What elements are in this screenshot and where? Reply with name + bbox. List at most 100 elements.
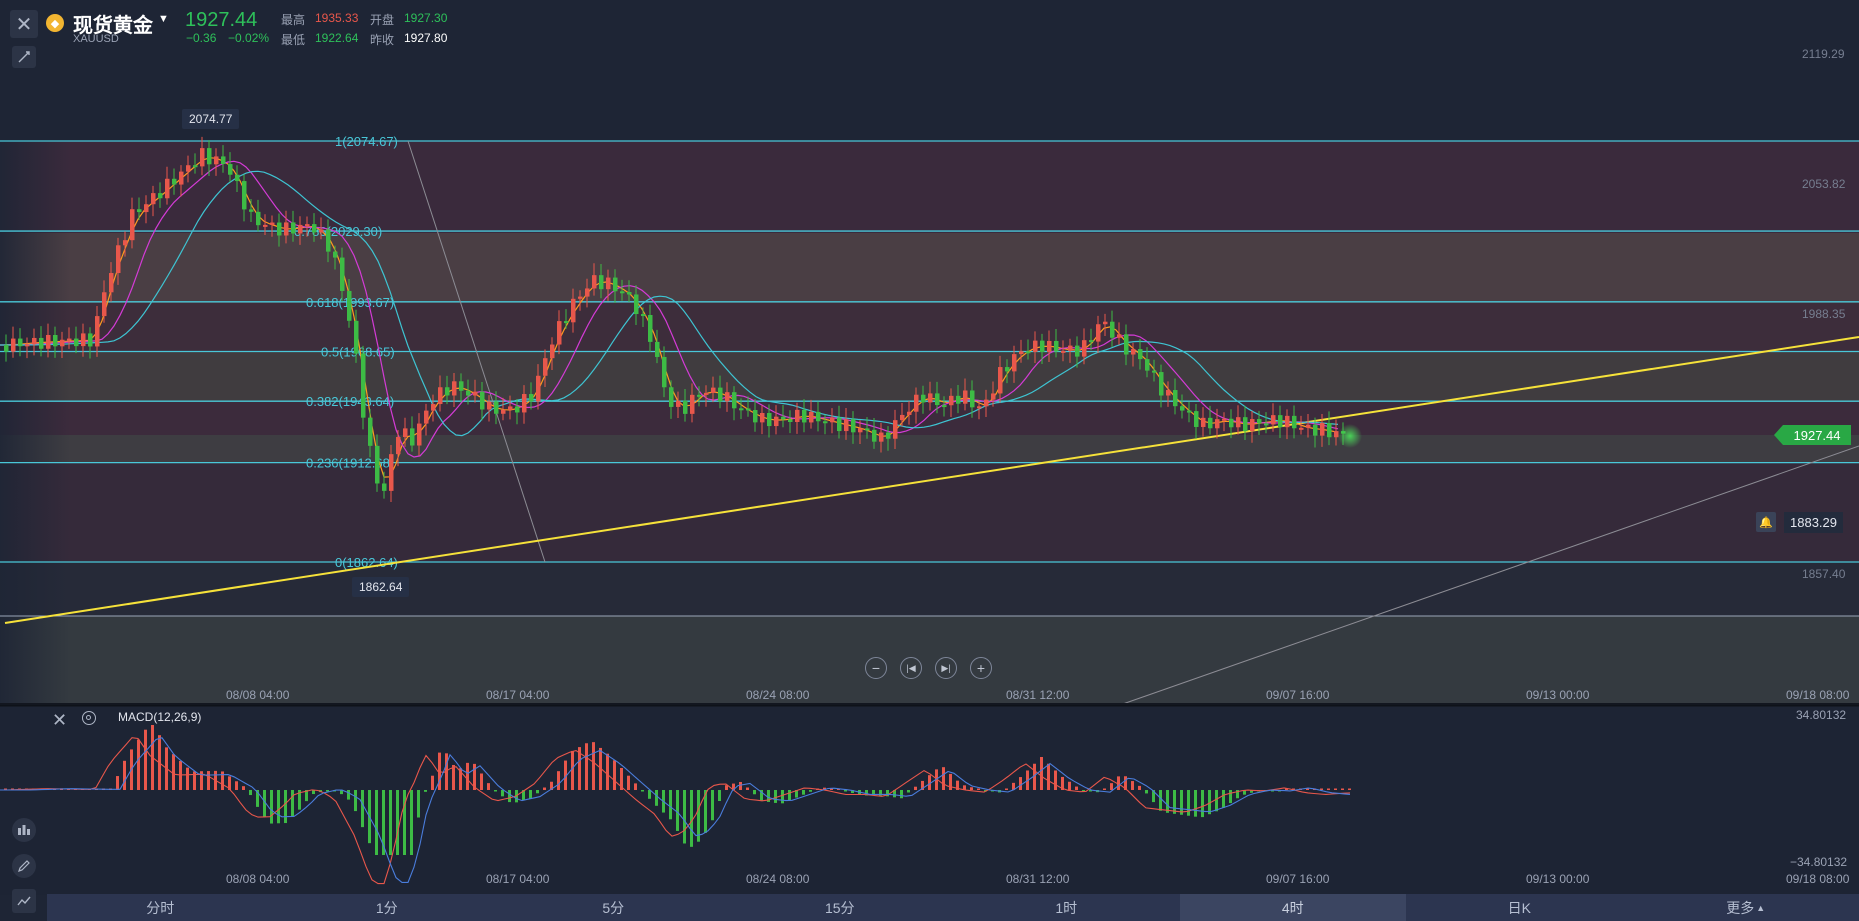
macd-bar (235, 781, 238, 790)
tab-1h[interactable]: 1时 (1055, 899, 1078, 916)
high-label: 最高 (281, 13, 306, 27)
macd-bar (403, 790, 406, 855)
tab-timeshare[interactable]: 分时 (146, 899, 175, 916)
candle-body (508, 406, 513, 410)
candle-body (529, 394, 534, 402)
close-icon[interactable]: ✕ (10, 10, 38, 38)
zoom-in-button[interactable]: + (970, 657, 992, 679)
candle-body (466, 390, 471, 396)
candle-body (669, 387, 674, 407)
skip-forward-button[interactable]: ▶| (935, 657, 957, 679)
candle-body (1257, 419, 1262, 424)
candle-body (1222, 418, 1227, 421)
caret-up-icon: ▲ (1756, 902, 1766, 913)
candle-body (704, 392, 709, 395)
macd-bar (1089, 790, 1092, 792)
candle-body (18, 338, 23, 347)
macd-bar (249, 790, 252, 796)
candle-body (1089, 340, 1094, 343)
macd-bar (228, 776, 231, 790)
settings-icon[interactable] (82, 711, 96, 725)
macd-bar (767, 790, 770, 802)
bell-icon[interactable]: 🔔 (1756, 512, 1776, 532)
candle-body (1334, 431, 1339, 438)
macd-bar (928, 775, 931, 790)
candle-body (410, 428, 415, 446)
draw-tool-icon[interactable] (12, 46, 36, 68)
macd-bar (809, 790, 812, 792)
macd-bar (963, 785, 966, 790)
fib-anchor-line (407, 140, 546, 563)
candle-body (347, 290, 352, 321)
tab-more[interactable]: 更多 ▲ (1633, 894, 1859, 921)
candle-body (60, 339, 65, 347)
candle-body (844, 419, 849, 432)
macd-bar (1054, 770, 1057, 790)
low-value: 1922.64 (315, 31, 359, 45)
candle-body (277, 222, 282, 236)
candle-body (935, 393, 940, 406)
candle-body (515, 406, 520, 413)
close-icon[interactable]: ✕ (52, 710, 68, 730)
skip-back-button[interactable]: |◀ (900, 657, 922, 679)
macd-bar (641, 790, 644, 792)
candlestick-chart[interactable]: 1(2074.67)0.786(2029.30)0.618(1993.67)0.… (0, 0, 1859, 705)
candle-body (284, 222, 289, 236)
candle-body (830, 417, 835, 423)
macd-bar (326, 790, 329, 792)
macd-bar (795, 790, 798, 798)
tab-daily[interactable]: 日K (1507, 899, 1531, 916)
macd-bar (1250, 790, 1253, 793)
candle-body (1292, 415, 1297, 429)
price-alert[interactable]: 🔔 1883.29 (1756, 511, 1856, 533)
macd-bar (543, 787, 546, 790)
tab-15min[interactable]: 15分 (824, 899, 855, 916)
indicator-icon[interactable] (12, 818, 36, 842)
macd-chart[interactable] (0, 705, 1859, 895)
tab-4h[interactable]: 4时 (1179, 894, 1406, 921)
symbol-name[interactable]: 现货黄金 (73, 15, 153, 37)
macd-bar (389, 790, 392, 855)
macd-bar (1236, 790, 1239, 799)
candle-body (914, 394, 919, 412)
macd-bar (1222, 790, 1225, 808)
macd-bar (487, 783, 490, 790)
candle-body (725, 392, 730, 402)
candle-body (683, 400, 688, 414)
tab-1min[interactable]: 1分 (375, 899, 398, 916)
last-price: 1927.44 (185, 9, 258, 31)
macd-bar (347, 790, 350, 800)
line-chart-icon[interactable] (12, 889, 36, 913)
macd-bar (354, 790, 357, 812)
time-axis-label: 08/17 04:00 (486, 872, 550, 886)
low-label: 最低 (281, 33, 306, 47)
candle-body (32, 337, 37, 345)
macd-bar (1341, 788, 1344, 790)
macd-bar (431, 775, 434, 790)
candle-body (1320, 423, 1325, 436)
macd-bar (676, 790, 679, 831)
macd-bar (760, 790, 763, 801)
zoom-out-button[interactable]: − (865, 657, 887, 679)
time-axis-label: 08/31 12:00 (1006, 688, 1070, 702)
pencil-icon[interactable] (12, 854, 36, 878)
candle-body (200, 148, 205, 167)
high-value: 1935.33 (315, 11, 359, 25)
high-price-marker: 2074.77 (182, 109, 240, 129)
candle-body (1327, 423, 1332, 438)
macd-bar (879, 790, 882, 796)
candle-body (648, 315, 653, 342)
candle-body (214, 156, 219, 165)
macd-bar (193, 771, 196, 790)
macd-bar (1138, 785, 1141, 790)
fib-level-label: 1(2074.67) (335, 134, 398, 149)
candle-body (858, 428, 863, 433)
macd-bar (375, 790, 378, 855)
macd-bar (144, 729, 147, 790)
candle-body (536, 375, 541, 402)
candle-body (655, 341, 660, 357)
tab-5min[interactable]: 5分 (602, 899, 625, 916)
candle-body (1061, 350, 1066, 353)
candle-body (557, 321, 562, 345)
chevron-down-icon[interactable]: ▼ (158, 13, 169, 25)
